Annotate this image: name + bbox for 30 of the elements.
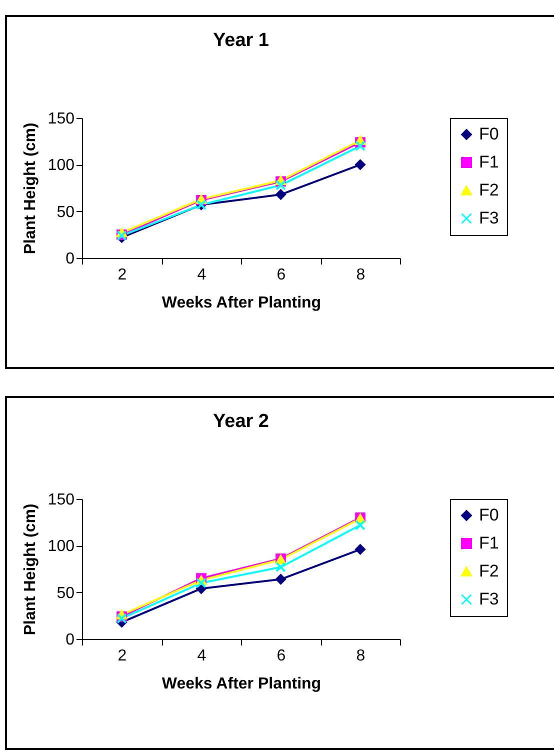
y-axis-title: Plant Height (cm) (22, 122, 39, 254)
y-tick-label: 50 (56, 204, 75, 221)
x-axis-title: Weeks After Planting (162, 294, 322, 312)
y-tick-label: 150 (48, 492, 75, 508)
y-tick-label: 0 (66, 250, 75, 268)
legend-label: F0 (479, 124, 499, 144)
legend-label: F3 (479, 208, 499, 228)
legend-label: F1 (479, 152, 499, 172)
chart-title: Year 1 (213, 30, 270, 51)
x-tick-label: 4 (197, 266, 206, 284)
x-tick-label: 4 (197, 648, 206, 664)
x-tick-label: 6 (276, 648, 286, 664)
legend-label: F0 (479, 506, 499, 524)
x-axis-title: Weeks After Planting (162, 676, 322, 692)
legend-label: F2 (479, 562, 499, 580)
x-tick-label: 8 (356, 266, 366, 284)
x-tick-label: 2 (118, 648, 127, 664)
y-axis-title: Plant Height (cm) (22, 504, 39, 636)
y-tick-label: 100 (48, 157, 75, 174)
x-tick-label: 6 (276, 266, 286, 284)
x-tick-label: 2 (118, 266, 127, 284)
x-tick-label: 8 (356, 648, 366, 664)
legend-label: F3 (479, 590, 499, 608)
y-tick-label: 150 (48, 110, 75, 128)
legend-label: F1 (479, 534, 499, 552)
chart-title: Year 2 (213, 411, 269, 432)
legend-label: F2 (479, 180, 499, 200)
y-tick-label: 50 (56, 584, 75, 602)
y-tick-label: 0 (66, 632, 75, 648)
y-tick-label: 100 (48, 538, 75, 556)
